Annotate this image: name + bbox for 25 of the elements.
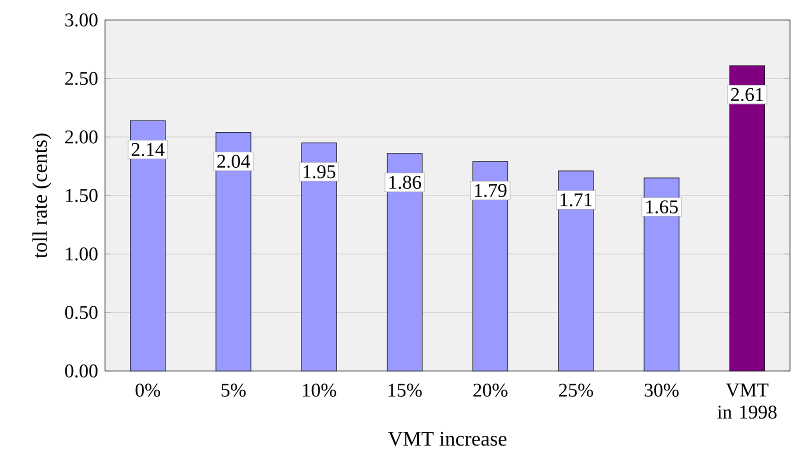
data-label: 2.61 xyxy=(731,88,763,102)
y-axis-title: toll rate (cents) xyxy=(32,134,52,258)
x-tick-label: 0% xyxy=(136,384,160,397)
data-label: 1.86 xyxy=(389,176,422,189)
data-label: 2.14 xyxy=(132,143,164,156)
y-tick-label: 1.50 xyxy=(66,188,98,202)
x-tick-label: 15% xyxy=(388,384,422,397)
data-label: 1.65 xyxy=(646,200,678,214)
x-tick-label: VMT in 1998 xyxy=(717,384,777,419)
y-tick-label: 3.00 xyxy=(65,13,98,27)
x-tick-label: 20% xyxy=(473,384,508,397)
data-label: 1.95 xyxy=(304,165,336,178)
x-tick-label: 5% xyxy=(222,384,246,397)
y-tick-label: 2.50 xyxy=(65,72,98,86)
x-tick-label: 30% xyxy=(644,384,679,397)
y-tick-label: 0.50 xyxy=(65,306,98,320)
data-label: 1.71 xyxy=(560,193,592,206)
y-tick-label: 0.00 xyxy=(65,364,98,378)
x-tick-label: 25% xyxy=(559,384,594,397)
data-label: 1.79 xyxy=(475,184,506,198)
data-label: 2.04 xyxy=(217,154,250,168)
y-tick-label: 1.00 xyxy=(66,247,98,261)
x-tick-label: 10% xyxy=(303,384,336,397)
y-tick-label: 2.00 xyxy=(65,130,98,144)
x-axis-title: VMT increase xyxy=(388,432,506,446)
